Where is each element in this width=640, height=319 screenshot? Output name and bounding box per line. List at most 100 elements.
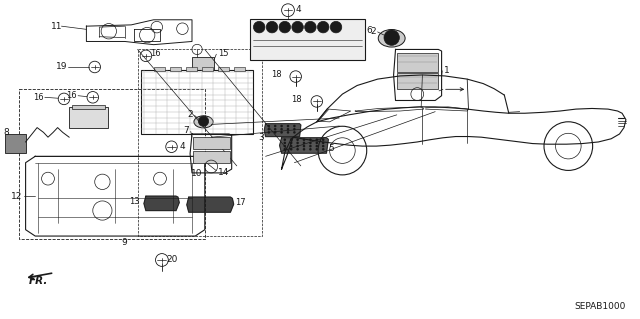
Circle shape <box>290 145 292 147</box>
Polygon shape <box>280 138 328 153</box>
Circle shape <box>279 21 291 33</box>
Circle shape <box>305 21 316 33</box>
Text: 18: 18 <box>271 70 282 79</box>
Bar <box>5 134 26 153</box>
Text: 9: 9 <box>122 238 127 247</box>
Text: 4: 4 <box>296 5 301 14</box>
Text: 5: 5 <box>328 144 334 152</box>
Circle shape <box>287 131 289 134</box>
Ellipse shape <box>194 116 213 128</box>
Circle shape <box>268 131 270 134</box>
Circle shape <box>322 142 324 144</box>
Circle shape <box>303 142 305 144</box>
Bar <box>192 57 214 70</box>
Bar <box>154 67 165 71</box>
Polygon shape <box>144 196 179 211</box>
Bar <box>170 67 181 71</box>
Circle shape <box>268 125 270 127</box>
Circle shape <box>303 138 305 141</box>
Circle shape <box>274 128 276 130</box>
Bar <box>72 105 105 109</box>
Bar <box>218 67 229 71</box>
Circle shape <box>292 21 303 33</box>
Circle shape <box>296 138 299 141</box>
Bar <box>397 73 438 89</box>
Circle shape <box>290 148 292 151</box>
Circle shape <box>316 148 318 151</box>
Bar <box>193 151 230 163</box>
Text: 11: 11 <box>51 22 63 31</box>
Text: 20: 20 <box>166 256 178 264</box>
Bar <box>202 67 213 71</box>
Circle shape <box>198 116 209 126</box>
Ellipse shape <box>378 29 405 47</box>
Text: 3: 3 <box>258 133 264 142</box>
Circle shape <box>316 145 318 147</box>
Circle shape <box>316 142 318 144</box>
Circle shape <box>280 125 283 127</box>
Circle shape <box>266 21 278 33</box>
Circle shape <box>253 21 265 33</box>
Text: 14: 14 <box>218 168 229 177</box>
Bar <box>138 49 262 236</box>
Circle shape <box>280 128 283 130</box>
Circle shape <box>316 138 318 141</box>
Circle shape <box>268 128 270 130</box>
Bar <box>141 70 253 134</box>
Circle shape <box>287 125 289 127</box>
Circle shape <box>317 21 329 33</box>
Text: 2: 2 <box>188 110 193 119</box>
Circle shape <box>280 131 283 134</box>
Text: 2: 2 <box>371 27 376 36</box>
Text: 18: 18 <box>291 95 302 104</box>
Polygon shape <box>187 197 234 212</box>
Text: 12: 12 <box>11 192 22 201</box>
Circle shape <box>284 138 286 141</box>
Circle shape <box>309 138 312 141</box>
Text: 17: 17 <box>236 198 246 207</box>
Text: 4: 4 <box>179 142 185 151</box>
Circle shape <box>296 142 299 144</box>
Bar <box>397 53 438 72</box>
Circle shape <box>293 131 296 134</box>
Circle shape <box>303 145 305 147</box>
Bar <box>234 67 245 71</box>
Circle shape <box>284 142 286 144</box>
Circle shape <box>284 148 286 151</box>
Text: 10: 10 <box>191 169 202 178</box>
Circle shape <box>287 128 289 130</box>
Circle shape <box>290 138 292 141</box>
Text: 19: 19 <box>56 63 67 71</box>
Circle shape <box>303 148 305 151</box>
Circle shape <box>296 148 299 151</box>
Circle shape <box>293 128 296 130</box>
Circle shape <box>274 125 276 127</box>
Circle shape <box>322 148 324 151</box>
Circle shape <box>309 145 312 147</box>
Circle shape <box>330 21 342 33</box>
Text: SEPAB1000: SEPAB1000 <box>575 302 626 311</box>
Circle shape <box>309 142 312 144</box>
Circle shape <box>274 131 276 134</box>
Text: 16: 16 <box>33 93 44 102</box>
Circle shape <box>293 125 296 127</box>
Bar <box>69 107 108 128</box>
Circle shape <box>290 142 292 144</box>
Text: 15: 15 <box>218 49 228 58</box>
Circle shape <box>296 145 299 147</box>
Circle shape <box>322 138 324 141</box>
Bar <box>186 67 197 71</box>
Text: 8: 8 <box>3 128 9 137</box>
Bar <box>193 137 230 149</box>
Text: 13: 13 <box>129 197 140 206</box>
Text: 16: 16 <box>66 91 77 100</box>
Text: FR.: FR. <box>29 276 48 286</box>
Text: 16: 16 <box>150 49 161 58</box>
Circle shape <box>309 148 312 151</box>
Polygon shape <box>264 124 301 137</box>
Text: 6: 6 <box>366 26 372 35</box>
Circle shape <box>384 30 399 45</box>
Text: 7: 7 <box>184 126 189 135</box>
Bar <box>19 89 205 239</box>
Text: 1: 1 <box>444 66 449 75</box>
